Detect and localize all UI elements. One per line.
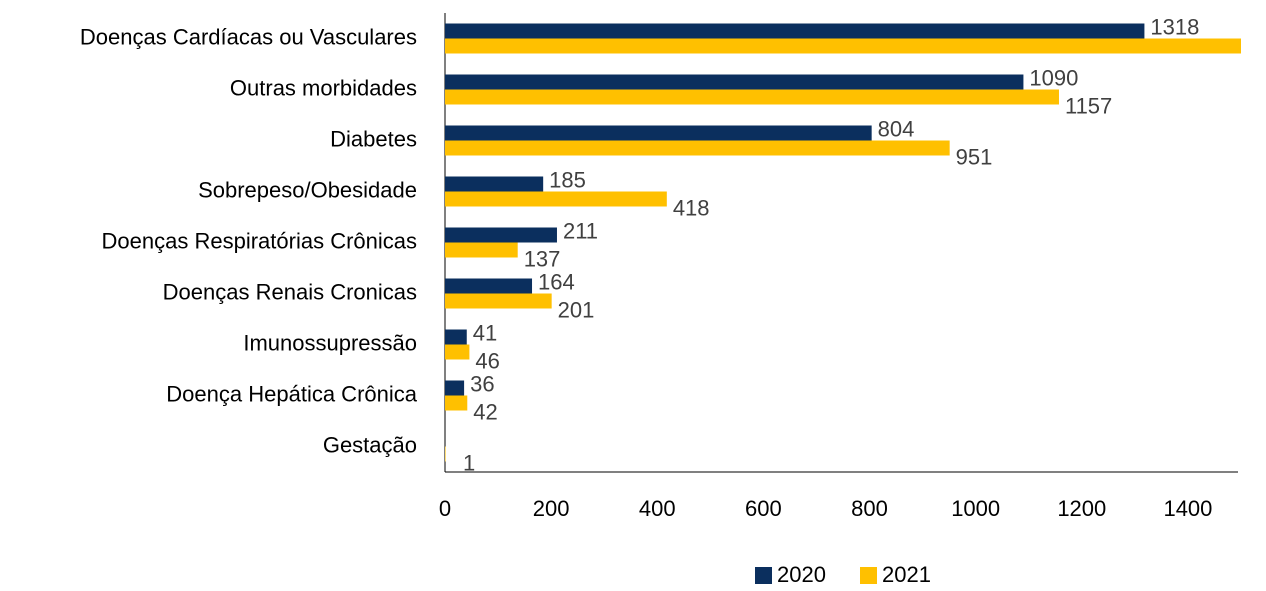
data-label: 36: [470, 371, 494, 396]
data-label: 951: [956, 144, 993, 169]
legend-label: 2020: [777, 562, 826, 587]
data-label: 46: [475, 348, 499, 373]
bar: [445, 344, 470, 360]
x-tick-label: 600: [745, 496, 782, 521]
bar: [445, 278, 533, 294]
bar: [445, 23, 1145, 39]
legend-swatch: [755, 567, 772, 584]
data-label: 137: [524, 246, 561, 271]
bar: [445, 38, 1241, 54]
data-label: 1: [463, 450, 475, 475]
data-label: 418: [673, 195, 710, 220]
y-tick-label: Doenças Cardíacas ou Vasculares: [80, 24, 417, 49]
y-tick-label: Gestação: [323, 432, 417, 457]
x-tick-label: 1200: [1057, 496, 1106, 521]
data-label: 42: [473, 399, 497, 424]
bar: [445, 140, 950, 156]
y-tick-label: Outras morbidades: [230, 75, 417, 100]
bar: [445, 176, 544, 192]
y-tick-label: Diabetes: [330, 126, 417, 151]
bar: [445, 446, 446, 462]
data-label: 804: [878, 116, 915, 141]
x-tick-label: 0: [439, 496, 451, 521]
x-tick-label: 1400: [1163, 496, 1212, 521]
bar: [445, 380, 465, 396]
data-label: 1318: [1150, 14, 1199, 39]
x-tick-label: 200: [533, 496, 570, 521]
x-tick-label: 400: [639, 496, 676, 521]
bar: [445, 329, 467, 345]
bar: [445, 74, 1024, 90]
data-label: 211: [563, 218, 598, 243]
bar: [445, 242, 518, 258]
y-tick-label: Sobrepeso/Obesidade: [198, 177, 417, 202]
bar: [445, 125, 872, 141]
data-label: 164: [538, 269, 575, 294]
bar: [445, 89, 1059, 105]
bar: [445, 191, 667, 207]
bar: [445, 395, 468, 411]
x-tick-label: 1000: [951, 496, 1000, 521]
legend-label: 2021: [882, 562, 931, 587]
bar: [445, 293, 552, 309]
data-label: 201: [558, 297, 595, 322]
bar: [445, 227, 557, 243]
legend-swatch: [860, 567, 877, 584]
x-tick-label: 800: [851, 496, 888, 521]
data-label: 1090: [1029, 65, 1078, 90]
y-tick-label: Doença Hepática Crônica: [166, 381, 417, 406]
data-label: 41: [473, 320, 497, 345]
y-tick-label: Imunossupressão: [243, 330, 417, 355]
y-tick-label: Doenças Renais Cronicas: [163, 279, 417, 304]
data-label: 185: [549, 167, 586, 192]
y-tick-label: Doenças Respiratórias Crônicas: [102, 228, 417, 253]
data-label: 1157: [1065, 93, 1112, 118]
